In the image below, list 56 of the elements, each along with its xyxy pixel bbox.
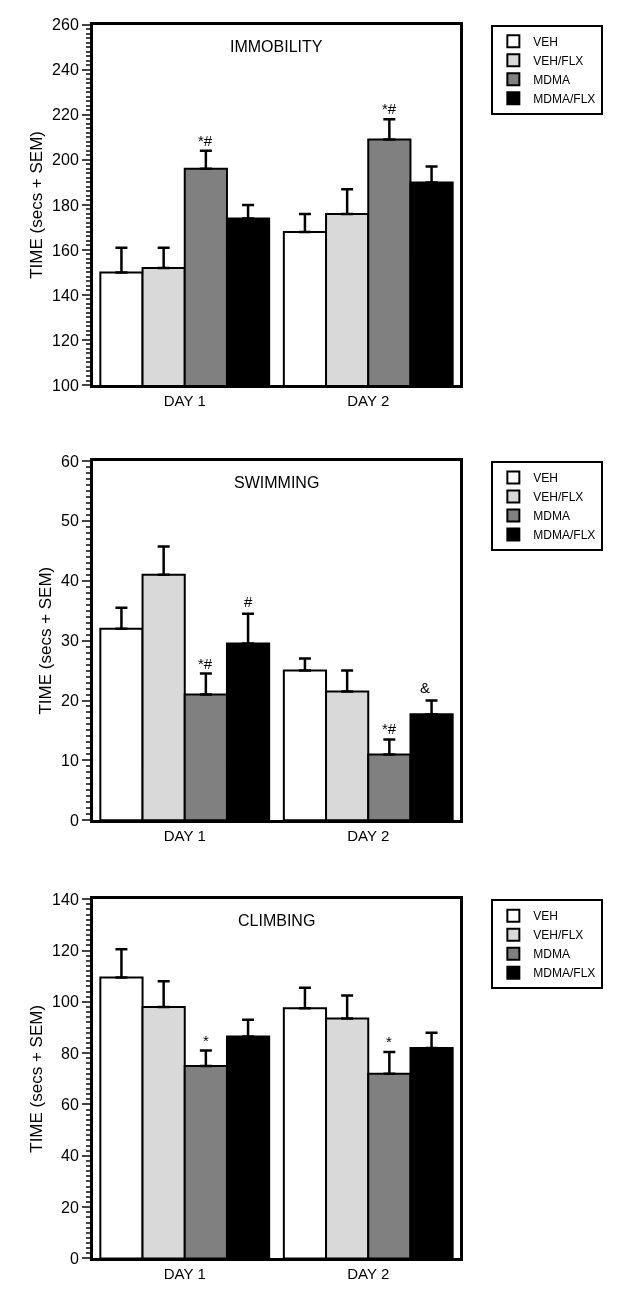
legend-label: VEH/FLX: [533, 490, 584, 505]
y-tick-label: 60: [61, 1096, 79, 1114]
legend-label: MDMA: [533, 947, 571, 962]
x-tick-label: DAY 2: [347, 1265, 390, 1283]
x-tick-label: DAY 1: [163, 1265, 206, 1283]
y-tick-label: 20: [61, 692, 79, 710]
legend-label: VEH: [533, 909, 559, 924]
y-tick-label: 100: [52, 376, 79, 394]
annotation: &: [420, 679, 431, 696]
y-tick-label: 50: [61, 512, 79, 530]
y-tick-label: 160: [52, 241, 79, 259]
legend-label: MDMA: [533, 72, 571, 87]
legend-label: VEH/FLX: [533, 928, 584, 943]
y-tick-label: 20: [61, 1198, 79, 1216]
y-tick-label: 200: [52, 151, 79, 169]
annotation: #: [244, 593, 253, 610]
legend-label: VEH: [533, 471, 559, 486]
y-tick-label: 100: [52, 993, 79, 1011]
y-tick-label: 0: [69, 1250, 79, 1268]
y-axis-title: TIME (secs + SEM): [35, 566, 55, 715]
y-tick-label: 60: [61, 452, 79, 470]
y-tick-label: 10: [61, 751, 79, 769]
y-tick-label: 0: [69, 811, 79, 829]
text: CLIMBING: [238, 912, 316, 929]
annotation: *: [386, 1033, 392, 1050]
annotation: *: [203, 1032, 209, 1049]
legend-label: MDMA/FLX: [533, 528, 596, 543]
x-tick-label: DAY 1: [163, 392, 206, 410]
x-tick-label: DAY 2: [347, 392, 390, 410]
legend-label: VEH: [533, 34, 559, 49]
legend-label: VEH/FLX: [533, 53, 584, 68]
legend-label: MDMA/FLX: [533, 91, 596, 106]
annotation: *#: [198, 132, 213, 149]
y-tick-label: 40: [61, 572, 79, 590]
y-tick-label: 120: [52, 942, 79, 960]
x-tick-label: DAY 1: [163, 827, 206, 845]
y-tick-label: 240: [52, 61, 79, 79]
annotation: *#: [382, 100, 397, 117]
legend-label: MDMA/FLX: [533, 966, 596, 981]
y-tick-label: 120: [52, 331, 79, 349]
annotation: *#: [382, 720, 397, 737]
y-tick-label: 220: [52, 106, 79, 124]
y-tick-label: 180: [52, 196, 79, 214]
y-tick-label: 260: [52, 16, 79, 34]
legend-label: MDMA: [533, 509, 571, 524]
y-tick-label: 140: [52, 286, 79, 304]
text: SWIMMING: [234, 474, 320, 491]
y-tick-label: 30: [61, 632, 79, 650]
y-tick-label: 140: [52, 890, 79, 908]
annotation: *#: [198, 655, 213, 672]
y-axis-title: TIME (secs + SEM): [26, 1004, 46, 1153]
y-axis-title: TIME (secs + SEM): [26, 130, 46, 279]
x-tick-label: DAY 2: [347, 827, 390, 845]
y-tick-label: 80: [61, 1044, 79, 1062]
y-tick-label: 40: [61, 1147, 79, 1165]
text: IMMOBILITY: [230, 38, 323, 55]
